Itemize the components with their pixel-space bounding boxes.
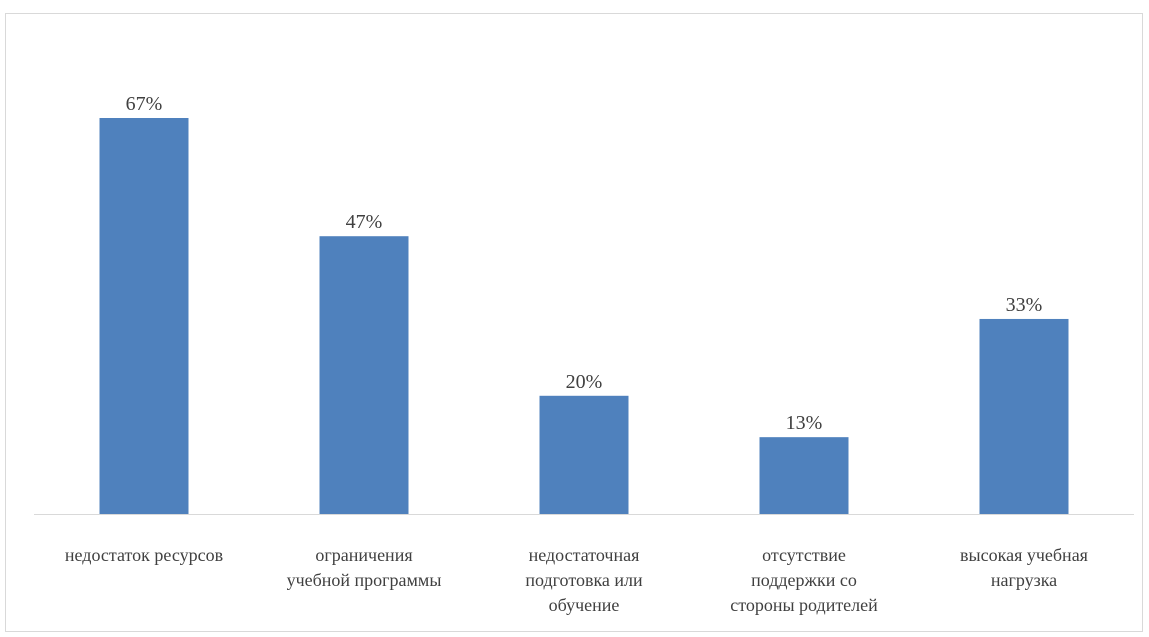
data-label-3: 13% — [786, 412, 823, 434]
category-label-line: обучение — [549, 595, 620, 615]
data-label-2: 20% — [566, 371, 603, 393]
category-label-line: ограничения — [315, 545, 412, 565]
category-label-line: высокая учебная — [960, 545, 1088, 565]
data-labels-layer: 67% 47% 20% 13% 33% — [126, 93, 1043, 434]
category-label-line: недостаток ресурсов — [65, 545, 223, 565]
chart-frame: 67% 47% 20% 13% 33% недостаток ресурсов огран… — [5, 13, 1143, 632]
bar-0 — [99, 118, 189, 514]
category-label-4: высокая учебная нагрузка — [960, 545, 1088, 590]
data-label-0: 67% — [126, 93, 163, 115]
category-label-line: подготовка или — [525, 570, 643, 590]
category-label-line: нагрузка — [991, 570, 1057, 590]
category-label-line: отсутствие — [762, 545, 846, 565]
bar-chart: 67% 47% 20% 13% 33% недостаток ресурсов огран… — [34, 93, 1134, 615]
bar-2 — [539, 395, 629, 514]
category-label-line: учебной программы — [287, 570, 442, 590]
bar-4 — [979, 318, 1069, 514]
bar-1 — [319, 236, 409, 514]
bar-3 — [759, 437, 849, 514]
category-label-line: недостаточная — [529, 545, 640, 565]
category-label-0: недостаток ресурсов — [65, 545, 223, 565]
category-label-2: недостаточная подготовка или обучение — [525, 545, 643, 615]
category-label-1: ограничения учебной программы — [287, 545, 442, 590]
bars-layer — [99, 118, 1069, 514]
category-label-3: отсутствие поддержки со стороны родителей — [730, 545, 878, 615]
data-label-1: 47% — [346, 211, 383, 233]
category-label-line: поддержки со — [751, 570, 857, 590]
data-label-4: 33% — [1006, 294, 1043, 316]
category-label-line: стороны родителей — [730, 595, 878, 615]
category-labels-layer: недостаток ресурсов ограничения учебной пр… — [65, 545, 1088, 615]
